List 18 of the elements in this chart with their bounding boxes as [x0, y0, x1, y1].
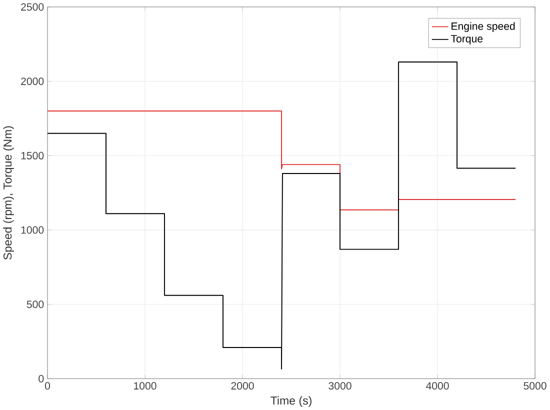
legend-label: Engine speed — [452, 22, 515, 32]
line-series — [47, 110, 516, 210]
x-tick-label: 0 — [44, 382, 50, 390]
y-tick-label: 500 — [26, 300, 44, 308]
line-series — [47, 61, 516, 370]
y-tick-label: 1500 — [21, 152, 44, 160]
legend-label: Torque — [450, 35, 483, 44]
x-tick-label: 3000 — [328, 382, 352, 390]
y-tick-label: 1000 — [21, 226, 44, 234]
x-tick-label: 5000 — [524, 382, 546, 390]
x-tick-label: 2000 — [231, 382, 254, 390]
x-axis-title: Time (s) — [270, 396, 312, 407]
x-tick-label: 1000 — [134, 382, 156, 390]
y-tick-label: 0 — [38, 374, 44, 382]
y-tick-label: 2500 — [21, 3, 44, 11]
y-axis-title: Speed (rpm), Torque (Nm) — [3, 126, 14, 260]
y-tick-label: 2000 — [21, 78, 44, 85]
x-tick-label: 4000 — [426, 382, 449, 390]
